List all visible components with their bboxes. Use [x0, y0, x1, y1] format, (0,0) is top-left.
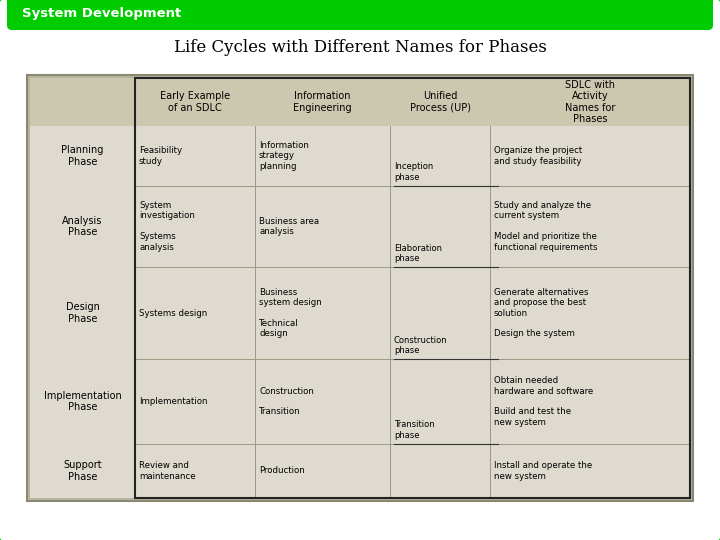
- Text: Information
strategy
planning: Information strategy planning: [259, 141, 309, 171]
- Text: Inception
phase: Inception phase: [394, 162, 433, 181]
- Bar: [12, 5, 708, 20]
- Bar: [30, 78, 690, 498]
- Bar: [135, 78, 690, 498]
- Text: Study and analyze the
current system

Model and prioritize the
functional requir: Study and analyze the current system Mod…: [494, 201, 598, 252]
- Text: SDLC with
Activity
Names for
Phases: SDLC with Activity Names for Phases: [564, 79, 615, 124]
- Text: Construction

Transition: Construction Transition: [259, 387, 314, 416]
- Bar: [12, 0, 708, 22]
- Text: Systems design: Systems design: [139, 308, 207, 318]
- Text: Analysis
Phase: Analysis Phase: [63, 215, 103, 237]
- Bar: [30, 78, 690, 126]
- Text: Early Example
of an SDLC: Early Example of an SDLC: [160, 91, 230, 113]
- Text: Elaboration
phase: Elaboration phase: [394, 244, 442, 263]
- Text: Information
Engineering: Information Engineering: [293, 91, 352, 113]
- Text: Production: Production: [259, 467, 305, 475]
- Text: Design
Phase: Design Phase: [66, 302, 99, 324]
- Text: Life Cycles with Different Names for Phases: Life Cycles with Different Names for Pha…: [174, 39, 546, 57]
- Text: Implementation: Implementation: [139, 397, 207, 406]
- Bar: [27, 75, 693, 501]
- Text: Generate alternatives
and propose the best
solution

Design the system: Generate alternatives and propose the be…: [494, 288, 588, 339]
- Text: Implementation
Phase: Implementation Phase: [44, 390, 122, 412]
- Text: Support
Phase: Support Phase: [63, 460, 102, 482]
- Text: Obtain needed
hardware and software

Build and test the
new system: Obtain needed hardware and software Buil…: [494, 376, 593, 427]
- Text: Business
system design

Technical
design: Business system design Technical design: [259, 288, 322, 339]
- Text: Feasibility
study: Feasibility study: [139, 146, 182, 166]
- FancyBboxPatch shape: [7, 0, 713, 30]
- Text: Install and operate the
new system: Install and operate the new system: [494, 461, 593, 481]
- Text: Organize the project
and study feasibility: Organize the project and study feasibili…: [494, 146, 582, 166]
- Text: Construction
phase: Construction phase: [394, 336, 448, 355]
- Text: Unified
Process (UP): Unified Process (UP): [410, 91, 470, 113]
- Text: System
investigation

Systems
analysis: System investigation Systems analysis: [139, 201, 195, 252]
- Text: Business area
analysis: Business area analysis: [259, 217, 319, 236]
- Text: Planning
Phase: Planning Phase: [61, 145, 104, 167]
- Text: Transition
phase: Transition phase: [394, 420, 435, 440]
- Text: System Development: System Development: [22, 8, 181, 21]
- Text: Review and
maintenance: Review and maintenance: [139, 461, 196, 481]
